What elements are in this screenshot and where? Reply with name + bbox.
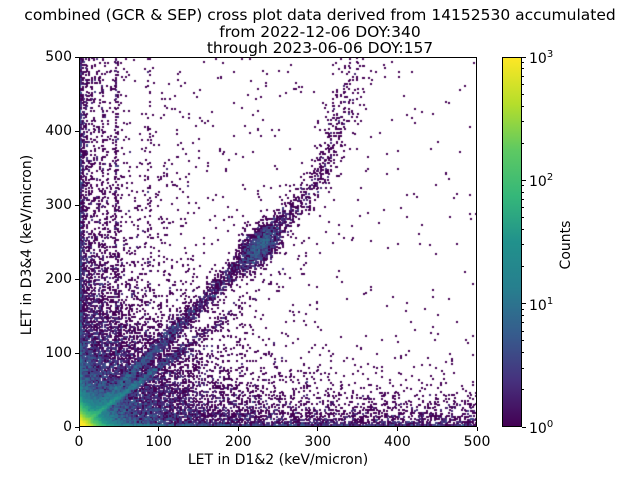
colorbar-tick-base: 10 xyxy=(529,174,547,191)
x-tick-mark xyxy=(237,427,239,431)
colorbar-tick-label: 102 xyxy=(529,172,553,190)
colorbar-minor-tick xyxy=(522,367,524,369)
heatmap-canvas xyxy=(79,57,477,427)
y-tick-mark xyxy=(75,352,79,354)
title-line-2: from 2022-12-06 DOY:340 xyxy=(219,22,421,41)
y-tick-label: 400 xyxy=(45,123,72,139)
colorbar-minor-tick xyxy=(522,207,524,209)
plot-area xyxy=(79,57,477,427)
colorbar-minor-tick xyxy=(522,191,524,193)
colorbar xyxy=(502,57,522,427)
colorbar-minor-tick xyxy=(522,93,524,95)
x-tick-mark xyxy=(78,427,80,431)
x-tick-mark xyxy=(476,427,478,431)
colorbar-minor-tick xyxy=(522,308,524,310)
y-tick-mark xyxy=(75,56,79,58)
x-tick-mark xyxy=(396,427,398,431)
y-tick-mark xyxy=(75,130,79,132)
y-tick-label: 200 xyxy=(45,271,72,287)
colorbar-minor-tick xyxy=(522,185,524,187)
y-tick-label: 300 xyxy=(45,197,72,213)
x-tick-mark xyxy=(317,427,319,431)
y-tick-label: 0 xyxy=(63,419,72,435)
colorbar-minor-tick xyxy=(522,266,524,268)
colorbar-tick-base: 10 xyxy=(529,50,547,67)
y-tick-label: 500 xyxy=(45,49,72,65)
x-tick-mark xyxy=(158,427,160,431)
x-tick-label: 300 xyxy=(304,434,332,450)
colorbar-minor-tick xyxy=(522,75,524,77)
colorbar-minor-tick xyxy=(522,198,524,200)
colorbar-minor-tick xyxy=(522,216,524,218)
colorbar-tick-label: 101 xyxy=(529,295,553,313)
colorbar-minor-tick xyxy=(522,340,524,342)
y-tick-mark xyxy=(75,204,79,206)
colorbar-major-tick xyxy=(522,56,526,58)
colorbar-label: Counts xyxy=(558,220,574,270)
colorbar-minor-tick xyxy=(522,142,524,144)
colorbar-tick-exponent: 0 xyxy=(546,419,554,431)
x-tick-label: 0 xyxy=(74,434,84,450)
title-line-3: through 2023-06-06 DOY:157 xyxy=(206,39,434,57)
colorbar-tick-label: 103 xyxy=(529,48,553,66)
colorbar-major-tick xyxy=(522,179,526,181)
x-tick-label: 400 xyxy=(384,434,411,450)
colorbar-minor-tick xyxy=(522,105,524,107)
colorbar-minor-tick xyxy=(522,315,524,317)
colorbar-minor-tick xyxy=(522,389,524,391)
y-tick-mark xyxy=(75,426,79,428)
x-tick-label: 100 xyxy=(145,434,172,450)
colorbar-minor-tick xyxy=(522,352,524,354)
colorbar-tick-base: 10 xyxy=(529,420,547,437)
colorbar-minor-tick xyxy=(522,68,524,70)
colorbar-tick-exponent: 2 xyxy=(546,172,554,184)
x-tick-label: 500 xyxy=(463,434,491,450)
colorbar-minor-tick xyxy=(522,330,524,332)
title-line-1: combined (GCR & SEP) cross plot data der… xyxy=(24,6,616,24)
colorbar-minor-tick xyxy=(522,322,524,324)
x-axis-label: LET in D1&2 (keV/micron) xyxy=(187,452,369,468)
y-tick-label: 100 xyxy=(45,345,72,361)
colorbar-tick-label: 100 xyxy=(529,418,553,436)
x-tick-label: 200 xyxy=(224,434,252,450)
colorbar-tick-base: 10 xyxy=(529,297,547,314)
colorbar-tick-exponent: 3 xyxy=(546,49,554,61)
colorbar-major-tick xyxy=(522,303,526,305)
colorbar-tick-exponent: 1 xyxy=(546,295,554,307)
figure-title: combined (GCR & SEP) cross plot data der… xyxy=(0,7,640,57)
y-axis-label: LET in D3&4 (keV/micron) xyxy=(19,154,35,336)
colorbar-major-tick xyxy=(522,426,526,428)
y-tick-mark xyxy=(75,278,79,280)
colorbar-minor-tick xyxy=(522,120,524,122)
colorbar-minor-tick xyxy=(522,244,524,246)
colorbar-minor-tick xyxy=(522,83,524,85)
colorbar-minor-tick xyxy=(522,228,524,230)
colorbar-minor-tick xyxy=(522,62,524,64)
